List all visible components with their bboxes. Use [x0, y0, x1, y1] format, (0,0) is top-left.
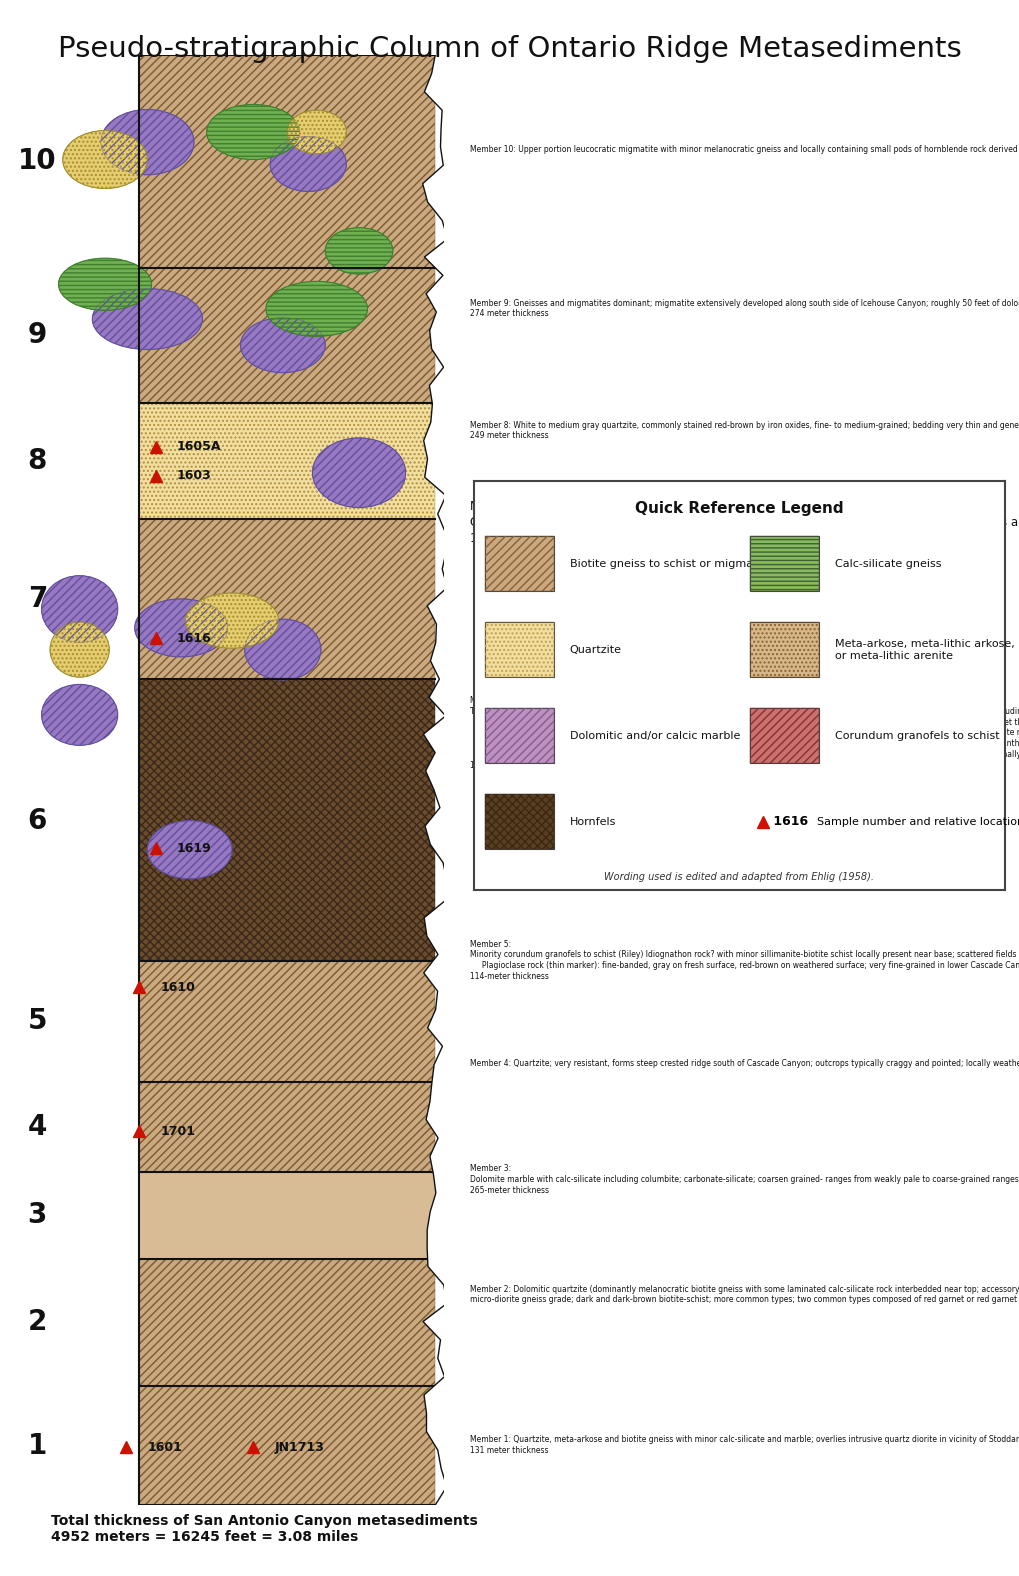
- Polygon shape: [422, 55, 455, 1505]
- Text: 1610: 1610: [160, 980, 195, 994]
- Text: 4: 4: [28, 1113, 47, 1141]
- Ellipse shape: [50, 623, 109, 678]
- Ellipse shape: [135, 599, 227, 657]
- Bar: [749, 536, 818, 591]
- Text: Member 6:
Thin-bedded sequence of quartzite layers with cyclically interbedded h: Member 6: Thin-bedded sequence of quartz…: [469, 697, 1019, 769]
- Text: Member 2: Dolomitic quartzite (dominantly melanocratic biotite gneiss with some : Member 2: Dolomitic quartzite (dominantl…: [469, 1284, 1019, 1305]
- Text: Member 1: Quartzite, meta-arkose and biotite gneiss with minor calc-silicate and: Member 1: Quartzite, meta-arkose and bio…: [469, 1436, 1019, 1455]
- Text: Corundum granofels to schist: Corundum granofels to schist: [835, 731, 999, 741]
- Bar: [139, 268, 435, 403]
- Bar: [139, 679, 435, 961]
- Bar: [139, 268, 435, 403]
- Text: Member 7:
Quartzofeldspathic biotite gneisses, graphite-sillimanite-biotite schi: Member 7: Quartzofeldspathic biotite gne…: [469, 500, 1019, 545]
- Text: 1616: 1616: [177, 632, 212, 645]
- Bar: [139, 519, 435, 679]
- Text: 1616: 1616: [768, 815, 807, 829]
- Bar: [139, 403, 435, 519]
- Bar: [484, 708, 553, 763]
- Text: 7: 7: [28, 585, 47, 613]
- Text: Sample number and relative location: Sample number and relative location: [802, 816, 1019, 827]
- Bar: [139, 1171, 435, 1259]
- Ellipse shape: [325, 227, 392, 274]
- Ellipse shape: [240, 318, 325, 372]
- Text: 1605A: 1605A: [177, 440, 221, 454]
- Ellipse shape: [93, 288, 202, 350]
- Text: Member 5:
Minority corundum granofels to schist (Riley) Idiognathon rock? with m: Member 5: Minority corundum granofels to…: [469, 939, 1019, 980]
- Bar: [139, 1081, 435, 1171]
- Text: Member 8: White to medium gray quartzite, commonly stained red-brown by iron oxi: Member 8: White to medium gray quartzite…: [469, 421, 1019, 440]
- Text: 5: 5: [28, 1007, 47, 1035]
- Ellipse shape: [101, 110, 194, 175]
- Text: Calc-silicate gneiss: Calc-silicate gneiss: [835, 558, 941, 569]
- Ellipse shape: [185, 593, 278, 648]
- Text: Pseudo-stratigraphic Column of Ontario Ridge Metasediments: Pseudo-stratigraphic Column of Ontario R…: [58, 35, 961, 63]
- Ellipse shape: [270, 137, 346, 191]
- Text: 3: 3: [28, 1201, 47, 1229]
- Bar: [484, 536, 553, 591]
- Bar: [749, 623, 818, 678]
- Text: 1601: 1601: [148, 1440, 182, 1453]
- Bar: [139, 55, 435, 268]
- Text: Hornfels: Hornfels: [570, 816, 615, 827]
- Bar: [139, 403, 435, 519]
- Bar: [139, 961, 435, 1081]
- Text: Quartzite: Quartzite: [570, 645, 622, 654]
- Ellipse shape: [63, 131, 148, 189]
- Text: 2: 2: [28, 1308, 47, 1336]
- Text: 10: 10: [18, 147, 57, 175]
- Bar: [749, 708, 818, 763]
- Bar: [484, 623, 553, 678]
- Text: Member 4: Quartzite; very resistant, forms steep crested ridge south of Cascade : Member 4: Quartzite; very resistant, for…: [469, 1059, 1019, 1067]
- Ellipse shape: [58, 258, 152, 310]
- Text: Wording used is edited and adapted from Ehlig (1958).: Wording used is edited and adapted from …: [604, 872, 873, 883]
- Text: Biotite gneiss to schist or migmatite: Biotite gneiss to schist or migmatite: [570, 558, 771, 569]
- Bar: [139, 1387, 435, 1505]
- Bar: [484, 708, 553, 763]
- Bar: [484, 794, 553, 849]
- Bar: [139, 1387, 435, 1505]
- Text: 8: 8: [28, 448, 47, 474]
- Ellipse shape: [42, 575, 117, 643]
- Text: 1619: 1619: [177, 842, 212, 854]
- Text: 1701: 1701: [160, 1125, 195, 1138]
- Bar: [139, 1259, 435, 1387]
- Bar: [484, 623, 553, 678]
- Text: Member 3:
Dolomite marble with calc-silicate including columbite; carbonate-sili: Member 3: Dolomite marble with calc-sili…: [469, 1165, 1019, 1195]
- Bar: [749, 708, 818, 763]
- Bar: [139, 679, 435, 961]
- Text: 6: 6: [28, 807, 47, 835]
- Bar: [139, 55, 435, 268]
- Bar: [139, 1259, 435, 1387]
- Text: Member 9: Gneisses and migmatites dominant; migmatite extensively developed alon: Member 9: Gneisses and migmatites domina…: [469, 299, 1019, 318]
- Text: 1: 1: [28, 1431, 47, 1459]
- Bar: [139, 1081, 435, 1171]
- Text: JN1713: JN1713: [274, 1440, 324, 1453]
- Ellipse shape: [312, 438, 406, 507]
- Text: 9: 9: [28, 322, 47, 348]
- Text: Meta-arkose, meta-lithic arkose,
or meta-lithic arenite: Meta-arkose, meta-lithic arkose, or meta…: [835, 638, 1014, 660]
- Ellipse shape: [286, 110, 346, 154]
- Bar: [139, 961, 435, 1081]
- Text: Quick Reference Legend: Quick Reference Legend: [635, 501, 843, 517]
- Bar: [749, 536, 818, 591]
- Ellipse shape: [207, 104, 300, 159]
- Text: Dolomitic and/or calcic marble: Dolomitic and/or calcic marble: [570, 731, 740, 741]
- Bar: [484, 536, 553, 591]
- Ellipse shape: [266, 282, 367, 336]
- Text: Member 10: Upper portion leucocratic migmatite with minor melanocratic gneiss an: Member 10: Upper portion leucocratic mig…: [469, 145, 1019, 154]
- Text: 1603: 1603: [177, 470, 212, 482]
- Ellipse shape: [42, 684, 117, 745]
- Bar: [749, 623, 818, 678]
- Ellipse shape: [245, 619, 321, 681]
- Ellipse shape: [148, 821, 232, 879]
- Bar: [139, 519, 435, 679]
- Text: Total thickness of San Antonio Canyon metasediments
4952 meters = 16245 feet = 3: Total thickness of San Antonio Canyon me…: [51, 1515, 477, 1544]
- Bar: [484, 794, 553, 849]
